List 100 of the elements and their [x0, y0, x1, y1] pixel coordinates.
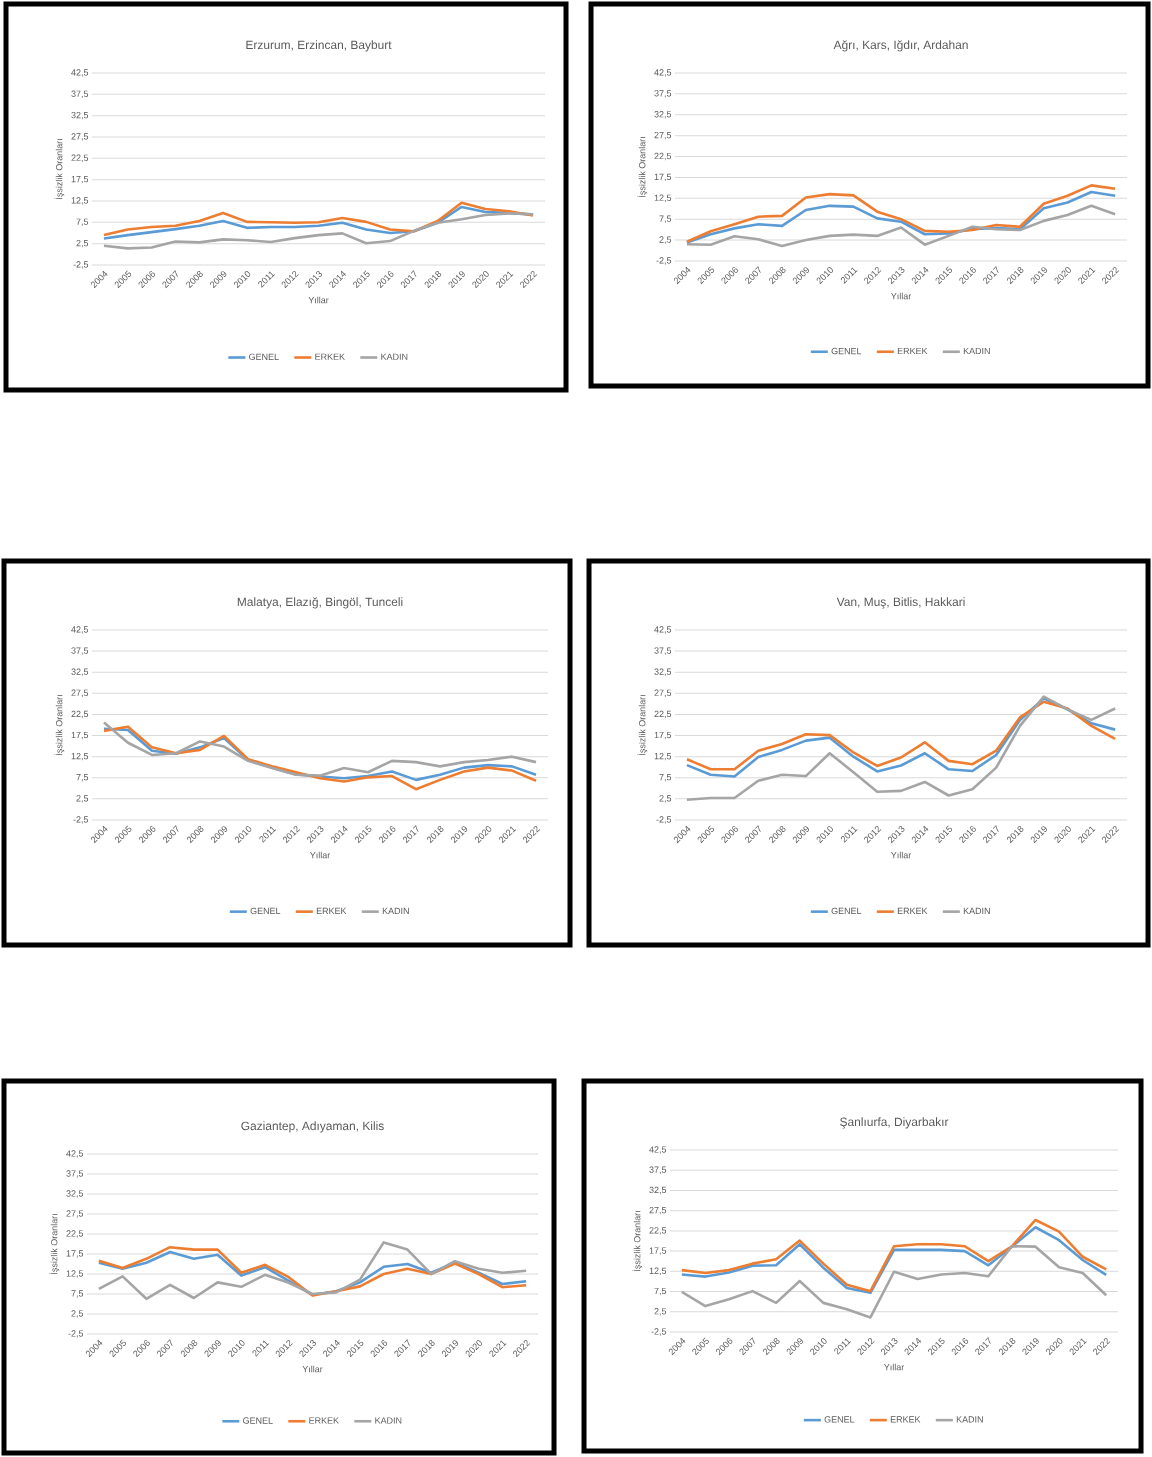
y-axis-title: İşsizlik Oranları [632, 1211, 643, 1271]
y-tick-label: -2,5 [68, 1330, 84, 1338]
y-tick-label: 42,5 [649, 1146, 667, 1154]
chart-title: Gaziantep, Adıyaman, Kilis [241, 1121, 384, 1133]
y-tick-label: 12,5 [71, 197, 89, 205]
legend-label: ERKEK [315, 353, 345, 360]
y-tick-label: 27,5 [71, 133, 89, 141]
y-tick-label: 37,5 [71, 647, 89, 655]
y-tick-label: 17,5 [66, 1250, 84, 1258]
y-tick-label: 17,5 [71, 175, 89, 184]
y-tick-label: 2,5 [659, 795, 672, 803]
x-axis-title: Yıllar [308, 296, 329, 304]
y-tick-label: 7,5 [76, 774, 89, 782]
legend-label: KADIN [963, 347, 990, 355]
y-tick-label: -2,5 [73, 261, 89, 269]
y-tick-label: 2,5 [71, 1310, 84, 1318]
y-tick-label: 12,5 [654, 752, 672, 761]
y-tick-label: 12,5 [649, 1267, 667, 1276]
x-axis-title: Yıllar [891, 292, 912, 300]
legend-label: ERKEK [890, 1416, 921, 1423]
x-axis-title: Yıllar [884, 1363, 905, 1371]
y-tick-label: 17,5 [71, 731, 89, 740]
x-axis-title: Yıllar [309, 851, 331, 859]
x-axis-title: Yıllar [891, 851, 912, 859]
legend-label: ERKEK [316, 907, 347, 914]
y-tick-label: 27,5 [66, 1210, 84, 1218]
legend-label: GENEL [824, 1416, 855, 1423]
y-tick-label: -2,5 [651, 1328, 667, 1336]
y-tick-label: 27,5 [71, 689, 89, 698]
y-tick-label: -2,5 [656, 816, 672, 824]
y-tick-label: 22,5 [649, 1227, 667, 1235]
legend-label: GENEL [831, 907, 862, 915]
y-tick-label: 7,5 [659, 774, 672, 782]
y-tick-label: 42,5 [66, 1150, 84, 1158]
y-tick-label: 7,5 [71, 1290, 84, 1298]
y-tick-label: 17,5 [654, 173, 672, 182]
y-tick-label: 37,5 [66, 1170, 84, 1178]
chart-title: Malatya, Elazığ, Bingöl, Tunceli [237, 597, 403, 609]
line-series [685, 695, 1117, 802]
line-series [102, 721, 538, 777]
y-tick-label: 42,5 [654, 69, 672, 77]
y-tick-label: 17,5 [649, 1247, 667, 1255]
y-axis-title: İşsizlik Oranları [49, 1214, 60, 1274]
y-tick-label: -2,5 [656, 257, 672, 265]
y-tick-label: 2,5 [76, 795, 89, 803]
legend-label: KADIN [956, 1416, 983, 1423]
legend-label: ERKEK [897, 907, 928, 914]
line-series [102, 212, 535, 250]
y-tick-label: 7,5 [659, 215, 672, 223]
legend-label: GENEL [243, 1417, 273, 1424]
legend-label: GENEL [250, 907, 281, 915]
y-tick-label: 32,5 [654, 111, 672, 119]
y-tick-label: 42,5 [654, 626, 672, 634]
y-tick-label: 27,5 [654, 131, 672, 140]
y-tick-label: 32,5 [654, 668, 672, 676]
y-tick-label: 37,5 [654, 90, 672, 98]
y-axis-title: İşsizlik Oranları [637, 137, 648, 197]
y-tick-label: 32,5 [66, 1190, 84, 1198]
y-tick-label: 27,5 [654, 689, 672, 698]
y-tick-label: 7,5 [76, 218, 89, 226]
chart-title: Şanlıurfa, Diyarbakır [840, 1117, 949, 1129]
y-axis-title: İşsizlik Oranları [54, 139, 65, 199]
legend-label: KADIN [381, 353, 408, 360]
legend-label: KADIN [382, 907, 409, 914]
line-series [685, 204, 1117, 248]
y-tick-label: 17,5 [654, 731, 672, 740]
y-axis-title: İşsizlik Oranları [54, 695, 65, 755]
chart-title: Van, Muş, Bitlis, Hakkari [836, 597, 965, 609]
legend-label: ERKEK [309, 1417, 339, 1424]
y-tick-label: 22,5 [654, 152, 672, 161]
y-tick-label: 22,5 [71, 154, 89, 162]
y-tick-label: 32,5 [71, 111, 89, 120]
legend-label: KADIN [963, 907, 990, 914]
y-tick-label: 12,5 [66, 1270, 84, 1278]
y-tick-label: 37,5 [71, 90, 89, 98]
y-tick-label: 22,5 [654, 710, 672, 719]
legend-label: GENEL [249, 353, 279, 360]
y-tick-label: 7,5 [654, 1287, 667, 1296]
chart-title: Erzurum, Erzincan, Bayburt [246, 40, 392, 52]
y-tick-label: 42,5 [71, 626, 89, 634]
y-axis-title: İşsizlik Oranları [637, 695, 648, 755]
y-tick-label: -2,5 [73, 816, 89, 824]
y-tick-label: 2,5 [659, 236, 672, 244]
line-series [680, 1244, 1108, 1319]
y-tick-label: 32,5 [71, 668, 89, 676]
y-tick-label: 32,5 [649, 1186, 667, 1195]
x-axis-title: Yıllar [302, 1365, 323, 1373]
y-tick-label: 37,5 [654, 647, 672, 655]
legend-label: ERKEK [897, 347, 928, 355]
y-tick-label: 42,5 [71, 69, 89, 77]
legend-label: GENEL [831, 347, 862, 355]
y-tick-label: 12,5 [71, 752, 89, 761]
y-tick-label: 22,5 [71, 710, 89, 719]
y-tick-label: 22,5 [66, 1230, 84, 1238]
y-tick-label: 2,5 [654, 1308, 667, 1316]
y-tick-label: 27,5 [649, 1206, 667, 1215]
y-tick-label: 37,5 [649, 1166, 667, 1174]
legend-label: KADIN [375, 1417, 402, 1424]
y-tick-label: 2,5 [76, 239, 89, 248]
y-tick-label: 12,5 [654, 194, 672, 202]
